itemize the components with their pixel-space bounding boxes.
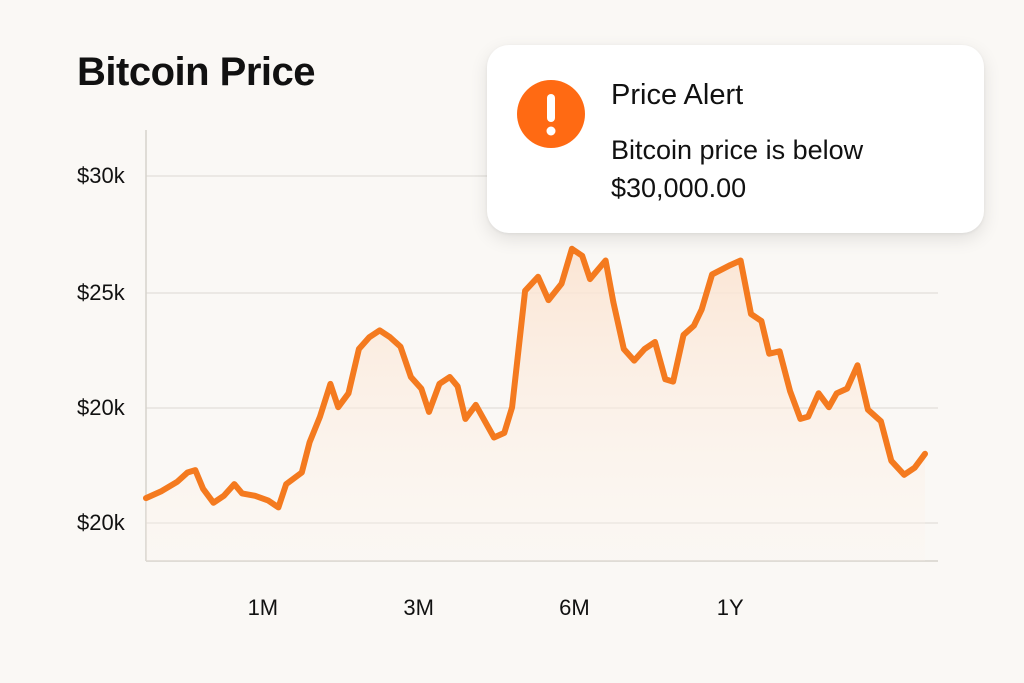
- x-tick-label: 6M: [559, 595, 590, 620]
- x-tick-label: 3M: [403, 595, 434, 620]
- price-line: [143, 245, 928, 511]
- chart-title: Bitcoin Price: [77, 50, 316, 94]
- y-tick-label: $30k: [77, 163, 126, 188]
- exclamation-icon: [517, 80, 585, 148]
- y-tick-label: $20k: [77, 395, 126, 420]
- y-tick-label: $20k: [77, 510, 126, 535]
- x-tick-label: 1Y: [717, 595, 744, 620]
- x-tick-label: 1M: [248, 595, 279, 620]
- alert-title: Price Alert: [611, 79, 744, 111]
- price-area: [146, 248, 925, 562]
- price-alert-card[interactable]: Price Alert Bitcoin price is below $30,0…: [487, 45, 984, 233]
- y-tick-label: $25k: [77, 280, 126, 305]
- alert-message: Bitcoin price is below $30,000.00: [611, 135, 864, 203]
